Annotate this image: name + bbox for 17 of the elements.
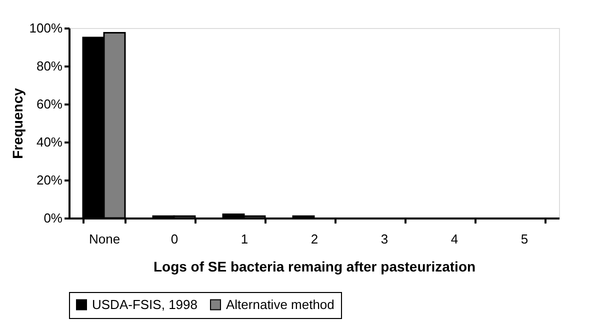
- y-tick-label: 0%: [44, 210, 63, 226]
- y-tick-label: 20%: [36, 172, 63, 188]
- legend-label: Alternative method: [226, 296, 334, 312]
- legend-label: USDA-FSIS, 1998: [92, 296, 198, 312]
- x-axis-title: Logs of SE bacteria remaing after pasteurization: [153, 258, 476, 274]
- x-tick-label: 0: [170, 232, 178, 246]
- y-tick-label: 60%: [36, 96, 63, 112]
- x-tick-label: 5: [520, 232, 528, 246]
- x-tick-label: 1: [240, 232, 248, 246]
- y-tick-label: 40%: [36, 134, 63, 150]
- x-tick-label: None: [88, 232, 120, 246]
- y-tick-label: 100%: [29, 20, 63, 36]
- x-tick-label: 3: [380, 232, 388, 246]
- y-tick-label: 80%: [36, 58, 63, 74]
- x-tick-label: 2: [310, 232, 318, 246]
- y-axis-title: Frequency: [9, 88, 26, 159]
- x-tick-label: 4: [450, 232, 458, 246]
